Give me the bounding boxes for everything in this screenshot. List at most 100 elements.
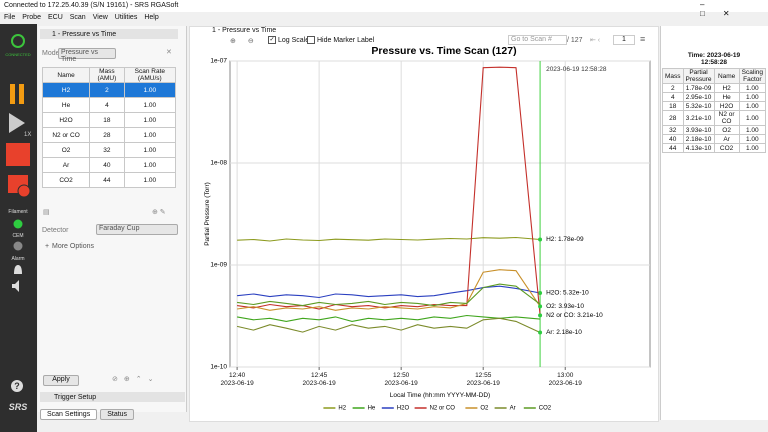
timed-stop-button[interactable]: [8, 175, 31, 198]
goto-scan-input[interactable]: Go to Scan #: [508, 35, 567, 45]
mode-label: Mode: [42, 50, 60, 57]
menu-bar: File Probe ECU Scan View Utilities Help: [4, 14, 159, 21]
cem-indicator: [13, 241, 23, 251]
detector-dropdown[interactable]: Faraday Cup: [96, 224, 178, 235]
scan-count: / 127: [567, 37, 583, 44]
table-row[interactable]: 32 3.93e-10 O2 1.00: [662, 125, 767, 135]
series-line: [237, 283, 541, 307]
page-input[interactable]: 1: [613, 35, 635, 45]
table-row[interactable]: 40 2.18e-10 Ar 1.00: [662, 134, 767, 144]
table-row[interactable]: 4 2.95e-10 He 1.00: [662, 92, 767, 102]
series-line: [237, 314, 541, 322]
table-cell: 1.00: [738, 143, 767, 153]
apply-tools[interactable]: ⊘⊕⌃⌄: [112, 376, 160, 383]
help-label: ?: [14, 381, 20, 391]
table-cell: 1.00: [738, 110, 767, 126]
menu-item[interactable]: View: [92, 14, 108, 21]
table-cell: 32: [662, 125, 684, 135]
table-row[interactable]: H2 2 1.00: [41, 82, 177, 98]
column-header: Name: [713, 68, 740, 84]
y-tick-label: 1e-09: [210, 262, 227, 269]
table-cell: 40: [89, 157, 125, 173]
hide-marker-checkbox[interactable]: [307, 36, 315, 44]
settings-tab[interactable]: Status: [100, 409, 135, 420]
end-label: N2 or CO: 3.21e-10: [546, 312, 603, 319]
legend-label: N2 or CO: [430, 406, 456, 412]
x-tick-label: 12:50 2023-06-19: [384, 372, 418, 387]
menu-item[interactable]: Help: [144, 14, 159, 21]
help-button[interactable]: [11, 380, 23, 392]
table-row[interactable]: 18 5.32e-10 H2O 1.00: [662, 101, 767, 111]
table-cell: 3.93e-10: [682, 125, 715, 135]
table-row[interactable]: 44 4.13e-10 CO2 1.00: [662, 143, 767, 153]
log-scale-checkbox[interactable]: ✓: [268, 36, 276, 44]
legend-label: CO2: [539, 406, 552, 412]
column-header: Mass (AMU): [89, 67, 125, 83]
table-cell: He: [713, 92, 740, 102]
alarm-icon[interactable]: [14, 265, 22, 274]
table-cell: H2: [713, 83, 740, 93]
table-cell: 5.32e-10: [682, 101, 715, 111]
column-header: Scaling Factor: [738, 68, 767, 84]
row-tools[interactable]: ⊕ ✎: [152, 209, 166, 216]
table-row[interactable]: CO2 44 1.00: [41, 172, 177, 188]
legend-label: O2: [480, 406, 489, 412]
table-cell: CO2: [713, 143, 740, 153]
column-header: Name: [41, 67, 91, 83]
table-cell: 2.95e-10: [682, 92, 715, 102]
column-header: Partial Pressure: [682, 68, 715, 84]
column-header: Mass: [662, 68, 684, 84]
table-cell: 1.00: [738, 83, 767, 93]
table-cell: 4.13e-10: [682, 143, 715, 153]
table-cell: 1.00: [738, 125, 767, 135]
sound-icon[interactable]: [12, 280, 19, 292]
table-row[interactable]: Ar 40 1.00: [41, 157, 177, 173]
table-cell: 3.21e-10: [682, 110, 715, 126]
menu-item[interactable]: Probe: [22, 14, 41, 21]
window-controls[interactable]: –□✕: [700, 0, 748, 18]
mode-dropdown[interactable]: Pressure vs Time: [58, 48, 116, 63]
window-title: Connected to 172.25.40.39 (S/N 19161) - …: [4, 2, 179, 9]
table-cell: 1.00: [123, 97, 177, 113]
scan-nav[interactable]: ⇤ ‹: [590, 37, 601, 44]
play-button[interactable]: [9, 113, 25, 133]
hide-marker-label: Hide Marker Label: [317, 37, 375, 44]
apply-button[interactable]: Apply: [43, 375, 79, 386]
marker-label: 2023-06-19 12:58:28: [546, 66, 607, 73]
table-row[interactable]: 2 1.78e-09 H2 1.00: [662, 83, 767, 93]
menu-item[interactable]: Utilities: [114, 14, 138, 21]
table-tools[interactable]: ▤: [43, 209, 50, 216]
table-row[interactable]: 28 3.21e-10 N2 or CO 1.00: [662, 110, 767, 126]
trigger-label: Trigger Setup: [54, 394, 97, 401]
left-toolbar: CONNECTED 1X Filament CEM Alarm ? SRS: [0, 24, 37, 432]
more-options[interactable]: More Options: [52, 243, 95, 250]
menu-item[interactable]: Scan: [69, 14, 86, 21]
stop-button[interactable]: [6, 143, 30, 166]
x-tick-label: 12:40 2023-06-19: [220, 372, 254, 387]
y-tick-label: 1e-07: [210, 58, 227, 65]
settings-tab[interactable]: [40, 29, 178, 39]
header-row: Mass Partial Pressure Name Scaling Factor: [662, 68, 767, 84]
table-cell: 1.00: [738, 92, 767, 102]
menu-item[interactable]: ECU: [47, 14, 63, 21]
table-cell: 1.00: [123, 82, 177, 98]
series-line: [237, 66, 541, 316]
settings-tab[interactable]: Scan Settings: [40, 409, 98, 420]
table-row[interactable]: O2 32 1.00: [41, 142, 177, 158]
pause-button[interactable]: [10, 84, 24, 104]
chart-menu[interactable]: ≡: [640, 34, 646, 44]
table-cell: 18: [89, 112, 125, 128]
x-axis-label: Local Time (hh:mm YYYY-MM-DD): [390, 392, 490, 399]
table-row[interactable]: He 4 1.00: [41, 97, 177, 113]
readout-table: Mass Partial Pressure Name Scaling Factor 2 1…: [662, 68, 767, 153]
zoom-tools[interactable]: ⊕⊖: [230, 38, 266, 45]
table-row[interactable]: N2 or CO 28 1.00: [41, 127, 177, 143]
legend-label: He: [368, 406, 376, 412]
table-cell: N2 or CO: [41, 127, 91, 143]
readout-clock: 12:58:28: [700, 59, 728, 66]
table-cell: N2 or CO: [713, 110, 740, 126]
close-icon[interactable]: ✕: [166, 49, 172, 56]
menu-item[interactable]: File: [4, 14, 16, 21]
trigger-bar[interactable]: [40, 392, 185, 402]
table-row[interactable]: H2O 18 1.00: [41, 112, 177, 128]
